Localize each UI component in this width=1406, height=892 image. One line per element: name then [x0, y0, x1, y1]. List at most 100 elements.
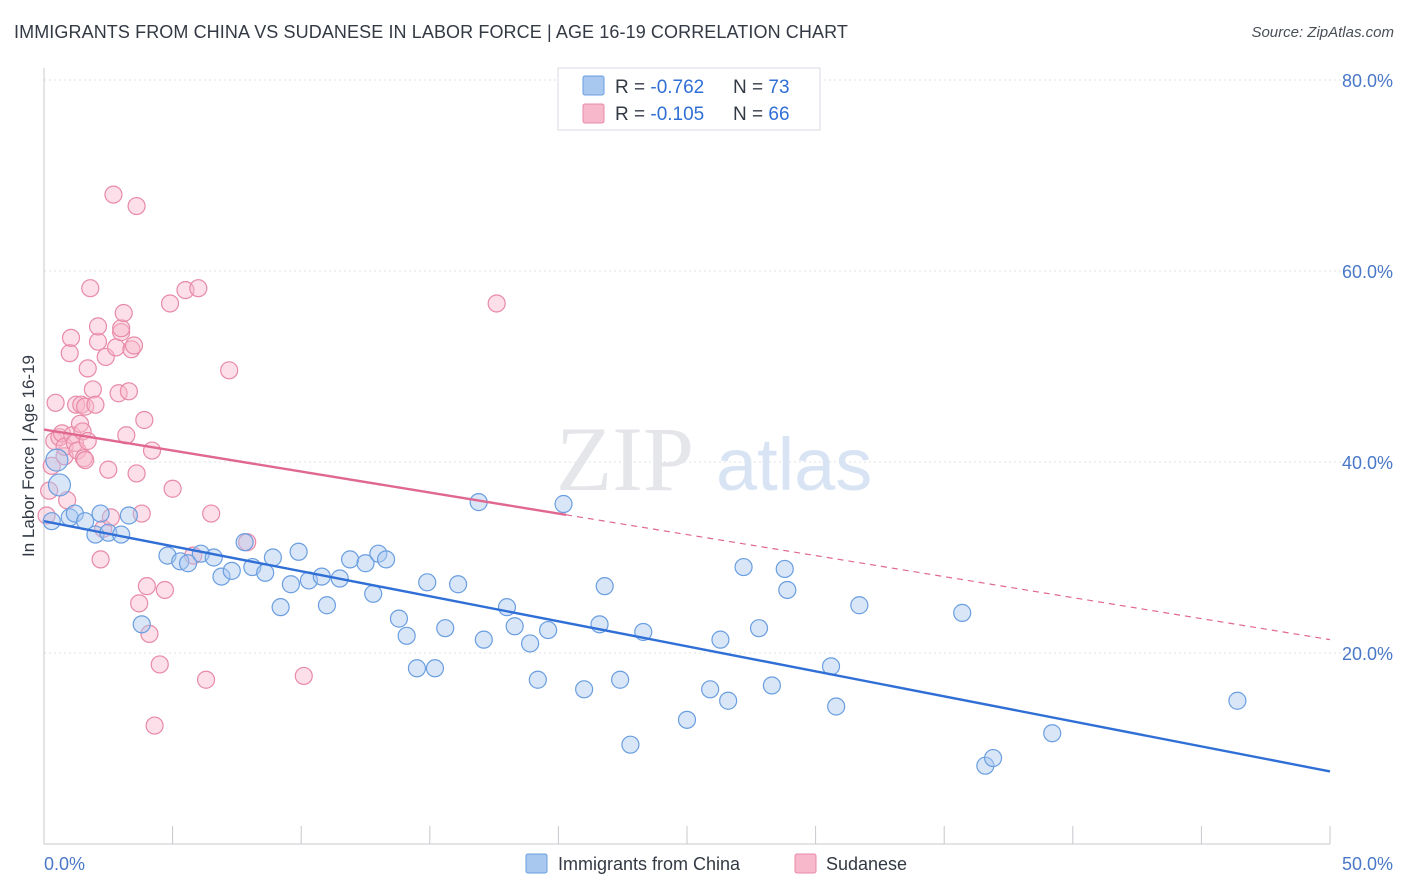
china-point: [734, 557, 753, 577]
china-point: [976, 756, 995, 775]
sudan-point: [127, 196, 146, 216]
sudan-point: [88, 332, 108, 351]
legend-n-china: N = 73: [733, 77, 790, 98]
legend-row-china: R = -0.762: [615, 77, 704, 98]
legend-n-value: 73: [768, 77, 789, 98]
sudan-point: [81, 279, 100, 298]
x-tick-label-max: 50.0%: [1342, 854, 1393, 874]
sudan-point: [112, 323, 131, 342]
watermark-atlas: atlas: [716, 423, 872, 506]
china-point: [389, 609, 409, 628]
legend: R = -0.762 N = 73 R = -0.105 N = 66: [557, 67, 821, 131]
sudan-point: [86, 395, 105, 414]
sudan-point: [76, 450, 95, 470]
china-point: [289, 542, 308, 561]
china-point: [132, 615, 151, 634]
china-point: [762, 676, 781, 695]
sudan-point: [42, 456, 61, 475]
china-point: [281, 575, 301, 594]
china-point: [575, 680, 594, 699]
sudan-point: [130, 594, 149, 613]
china-point: [235, 533, 254, 552]
china-point: [778, 580, 797, 600]
china-point: [719, 691, 738, 710]
sudan-point: [104, 185, 123, 204]
china-point: [356, 554, 375, 573]
china-point: [222, 561, 241, 580]
x-axis-ticks: [172, 826, 1331, 844]
sudan-point: [150, 655, 169, 674]
legend-row-sudan: R = -0.105: [615, 104, 704, 125]
sudan-point: [137, 577, 156, 596]
sudan-point: [202, 504, 221, 523]
china-point: [178, 554, 198, 573]
sudan-point: [67, 395, 86, 414]
china-point: [119, 506, 138, 525]
china-point: [340, 550, 360, 569]
china-point: [621, 735, 640, 754]
trend-lines: [43, 428, 1331, 773]
sudan-point: [106, 338, 126, 357]
china-point: [91, 504, 110, 523]
china-point: [677, 710, 697, 729]
legend-n-label: N =: [733, 77, 768, 98]
y-tick-label: 60.0%: [1342, 262, 1393, 282]
sudan-point: [101, 508, 120, 527]
watermark-zip: ZIP: [556, 408, 694, 510]
china-points: [42, 448, 1247, 775]
china-point: [1228, 691, 1247, 710]
sudan-point: [145, 716, 164, 735]
china-trend-line: [43, 520, 1331, 773]
sudan-point: [37, 506, 56, 525]
china-point: [953, 603, 972, 622]
china-point: [256, 563, 275, 582]
x-tick-label-min: 0.0%: [44, 854, 85, 874]
sudan-trend-line-dashed: [566, 514, 1331, 641]
x-tick-labels: 0.0% 50.0%: [44, 854, 1393, 874]
sudan-point: [487, 294, 506, 313]
legend-r-label: R =: [615, 104, 650, 125]
sudan-point: [112, 319, 131, 338]
sudan-point: [196, 670, 216, 689]
legend-swatch-sudan: [582, 103, 605, 124]
china-point: [271, 598, 290, 617]
watermark: ZIP atlas: [556, 408, 872, 510]
china-point: [528, 670, 547, 689]
sudan-point: [160, 294, 180, 313]
china-point: [317, 596, 337, 615]
y-tick-labels: 20.0% 40.0% 60.0% 80.0%: [1342, 71, 1393, 664]
china-point: [521, 634, 540, 653]
sudan-point: [46, 393, 65, 412]
china-point: [407, 659, 427, 678]
chart-title: IMMIGRANTS FROM CHINA VS SUDANESE IN LAB…: [14, 22, 848, 42]
china-point: [425, 659, 445, 678]
sudan-point: [155, 580, 174, 600]
y-tick-label: 80.0%: [1342, 71, 1393, 91]
sudan-point: [99, 460, 118, 479]
china-point: [418, 573, 437, 592]
china-point: [204, 548, 223, 567]
y-tick-label: 20.0%: [1342, 644, 1393, 664]
china-point: [595, 577, 614, 596]
china-point: [711, 630, 730, 649]
sudan-trend-line: [43, 428, 567, 517]
china-point: [45, 448, 69, 472]
sudan-point: [220, 361, 239, 380]
china-point: [701, 680, 720, 699]
sudan-point: [189, 279, 208, 298]
sudan-point: [294, 666, 313, 686]
sudan-point: [140, 624, 159, 644]
china-point: [376, 550, 396, 569]
sudanese-points: [37, 185, 506, 735]
sudan-point: [88, 317, 108, 336]
legend-n-label: N =: [733, 104, 768, 125]
china-point: [42, 512, 61, 531]
y-tick-label: 40.0%: [1342, 453, 1393, 473]
china-point: [436, 619, 455, 638]
bottom-legend-label-sudan: Sudanese: [826, 854, 907, 874]
sudan-point: [163, 479, 182, 498]
sudan-point: [78, 359, 97, 378]
china-point: [505, 617, 524, 636]
sudan-point: [124, 336, 144, 355]
